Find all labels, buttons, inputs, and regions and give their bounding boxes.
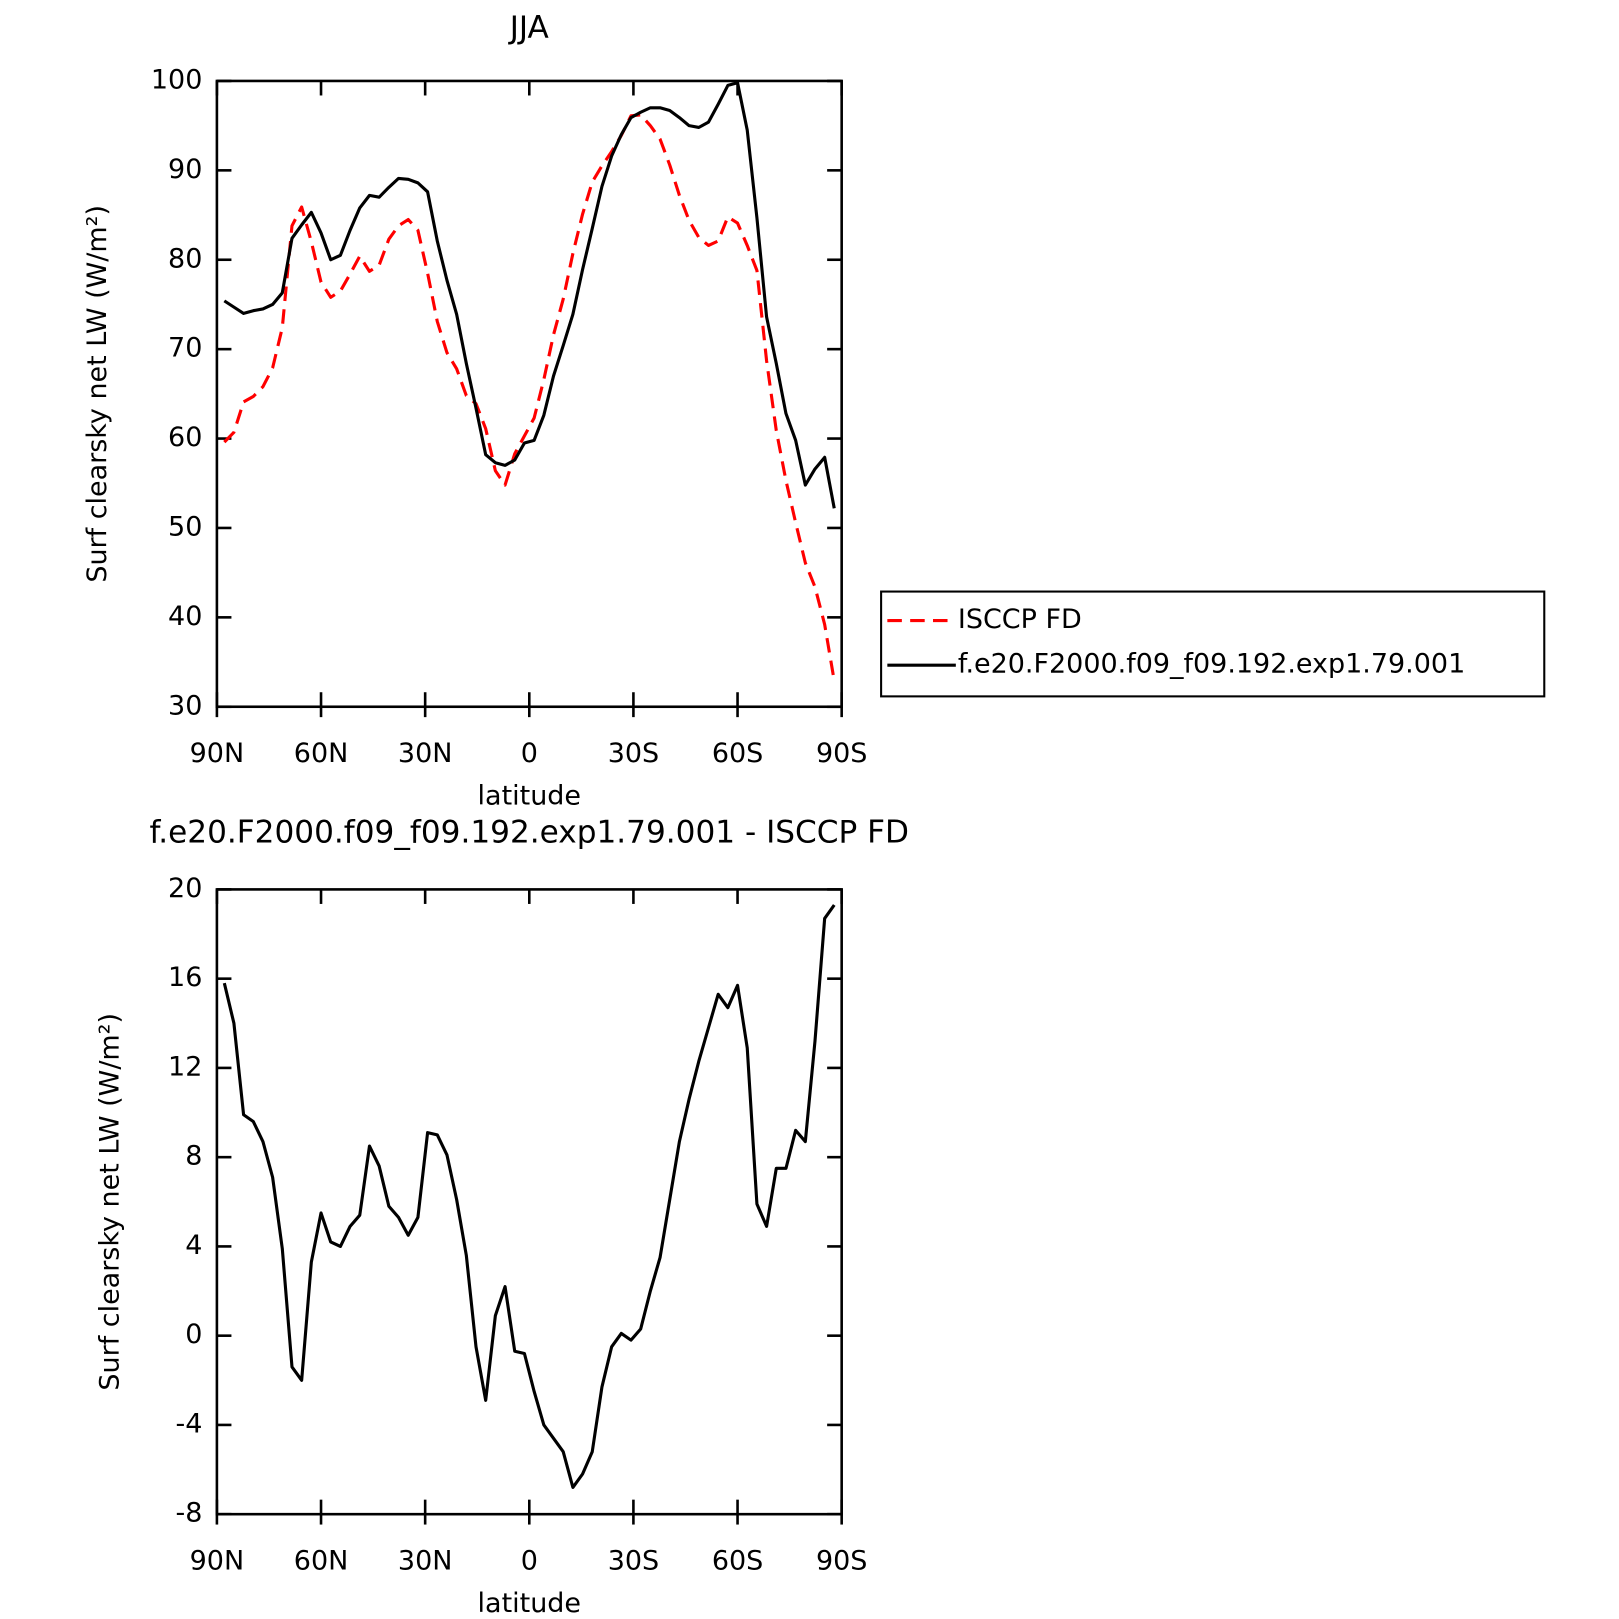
data-line xyxy=(223,81,836,509)
x-tick-label: 90N xyxy=(190,738,245,769)
x-tick-label: 90N xyxy=(190,1545,245,1576)
legend-box xyxy=(880,590,1546,698)
x-tick-label: 60S xyxy=(712,738,763,769)
y-tick-label: 8 xyxy=(185,1141,202,1172)
x-axis-label: latitude xyxy=(478,1588,581,1619)
x-tick-label: 0 xyxy=(521,1545,538,1576)
x-tick-label: 90S xyxy=(816,738,867,769)
y-tick-label: 60 xyxy=(168,422,202,453)
y-tick-label: 0 xyxy=(185,1319,202,1350)
y-tick-label: 50 xyxy=(168,511,202,542)
y-axis-label: Surf clearsky net LW (W/m²) xyxy=(82,205,113,583)
x-tick-label: 30S xyxy=(608,1545,659,1576)
y-tick-label: 80 xyxy=(168,243,202,274)
plot-frame xyxy=(215,79,843,709)
x-tick-label: 30S xyxy=(608,738,659,769)
x-tick-label: 90S xyxy=(816,1545,867,1576)
legend-label: ISCCP FD xyxy=(958,604,1082,635)
legend-label: f.e20.F2000.f09_f09.192.exp1.79.001 xyxy=(958,649,1465,680)
plot-frame xyxy=(215,888,843,1516)
y-tick-label: 30 xyxy=(168,690,202,721)
y-tick-label: 16 xyxy=(168,962,202,993)
x-tick-label: 30N xyxy=(398,1545,452,1576)
y-tick-label: 12 xyxy=(168,1051,202,1082)
y-tick-label: 100 xyxy=(151,64,202,95)
x-axis-label: latitude xyxy=(478,781,581,812)
x-tick-label: 30N xyxy=(398,738,452,769)
chart-title: JJA xyxy=(508,10,550,46)
x-tick-label: 60S xyxy=(712,1545,763,1576)
y-tick-label: -8 xyxy=(175,1498,202,1529)
y-tick-label: 4 xyxy=(185,1230,202,1261)
y-axis-label: Surf clearsky net LW (W/m²) xyxy=(95,1013,126,1391)
data-line xyxy=(222,904,836,1489)
y-tick-label: -4 xyxy=(175,1408,202,1439)
y-tick-label: 20 xyxy=(168,873,202,904)
y-tick-label: 40 xyxy=(168,601,202,632)
data-line xyxy=(223,113,836,682)
x-tick-label: 60N xyxy=(294,1545,349,1576)
x-tick-label: 60N xyxy=(294,738,349,769)
x-tick-label: 0 xyxy=(521,738,538,769)
y-tick-label: 70 xyxy=(168,333,202,364)
y-tick-label: 90 xyxy=(168,154,202,185)
chart-title: f.e20.F2000.f09_f09.192.exp1.79.001 - IS… xyxy=(150,814,909,850)
